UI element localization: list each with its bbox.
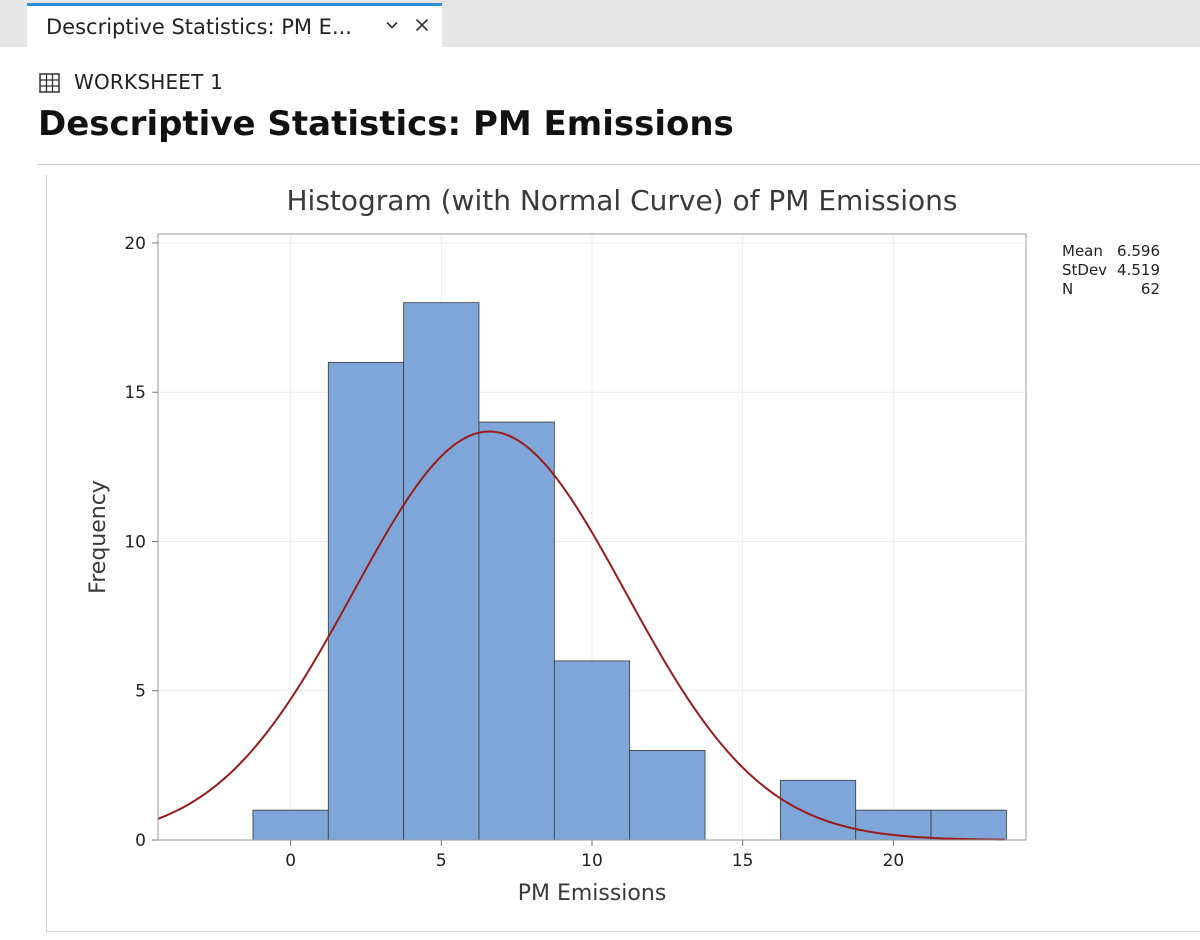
histogram-bar[interactable]	[779, 779, 857, 841]
axis-ticks: 0 5 10 15 20 0 5 10 15 20	[124, 234, 904, 871]
histogram-bar[interactable]	[403, 302, 480, 841]
stat-label: StDev	[1062, 261, 1108, 279]
normal-curve	[157, 430, 1005, 841]
y-tick-label: 20	[124, 234, 146, 254]
graph-panel	[46, 175, 1200, 932]
tab-title[interactable]: Descriptive Statistics: PM E...	[46, 15, 352, 39]
x-tick-label: 5	[436, 851, 447, 871]
stat-value: 6.596	[1117, 242, 1160, 260]
close-icon[interactable]	[413, 16, 431, 34]
chevron-down-icon[interactable]	[383, 16, 401, 34]
y-tick-label: 10	[124, 532, 146, 552]
stat-value: 62	[1140, 280, 1160, 298]
y-tick-label: 0	[135, 831, 146, 851]
grid-icon	[39, 73, 60, 93]
histogram-bar[interactable]	[930, 809, 1007, 841]
worksheet-label[interactable]: WORKSHEET 1	[74, 70, 224, 94]
stat-label: Mean	[1062, 242, 1103, 260]
histogram-bar[interactable]	[252, 809, 329, 841]
y-tick-label: 15	[124, 383, 146, 403]
divider	[38, 164, 1200, 165]
x-tick-label: 10	[581, 851, 603, 871]
stats-row-n: N 62	[1062, 280, 1160, 299]
x-tick-label: 15	[732, 851, 754, 871]
histogram-bar[interactable]	[553, 660, 631, 841]
stat-value: 4.519	[1117, 261, 1160, 279]
y-axis-label: Frequency	[86, 480, 111, 594]
page-title: Descriptive Statistics: PM Emissions	[38, 104, 734, 144]
stats-legend: Mean 6.596 StDev 4.519 N 62	[1062, 242, 1160, 299]
y-tick-label: 5	[135, 682, 146, 702]
histogram-bar[interactable]	[629, 750, 706, 841]
x-axis-label: PM Emissions	[518, 881, 667, 906]
histogram-bars	[252, 302, 1007, 841]
stats-row-mean: Mean 6.596	[1062, 242, 1160, 261]
chart-title: Histogram (with Normal Curve) of PM Emis…	[286, 184, 957, 217]
tab-descriptive-statistics[interactable]: Descriptive Statistics: PM E...	[27, 3, 442, 47]
histogram-bar[interactable]	[478, 421, 555, 841]
tab-bar: Descriptive Statistics: PM E...	[0, 0, 1200, 47]
stats-row-stdev: StDev 4.519	[1062, 261, 1160, 280]
x-tick-label: 20	[883, 851, 905, 871]
x-tick-label: 0	[285, 851, 296, 871]
histogram-bar[interactable]	[327, 361, 405, 841]
stat-label: N	[1062, 280, 1074, 298]
